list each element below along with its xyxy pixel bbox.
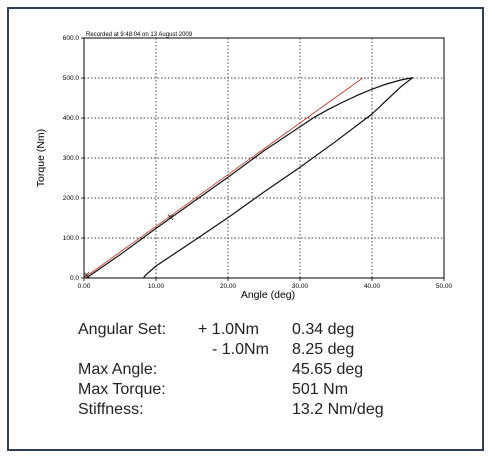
torque-angle-chart: 0.00 10.00 20.00 30.00 40.00 50.00 0.0 100.0 200… xyxy=(35,32,453,301)
cross-marker xyxy=(83,271,90,278)
x-axis-label: Angle (deg) xyxy=(241,289,295,301)
stiffness-label: Stiffness: xyxy=(78,401,144,418)
y-tick-label: 400.0 xyxy=(63,115,80,122)
angular-set-plus-value: 0.34 deg xyxy=(292,321,355,338)
max-torque-label: Max Torque: xyxy=(78,381,166,398)
stiffness-value: 13.2 Nm/deg xyxy=(292,401,384,418)
grid-lines xyxy=(84,38,444,278)
axis-ticks: 0.00 10.00 20.00 30.00 40.00 50.00 0.0 100.0 200… xyxy=(63,35,453,290)
x-tick-label: 40.00 xyxy=(364,283,381,290)
x-tick-label: 20.00 xyxy=(220,283,237,290)
marker-layer xyxy=(83,214,174,278)
x-tick-label: 10.00 xyxy=(148,283,165,290)
angular-set-minus-value: 8.25 deg xyxy=(292,341,355,358)
x-tick-label: 50.00 xyxy=(436,283,453,290)
angular-set-plus-label: + 1.0Nm xyxy=(198,321,259,338)
y-axis-label: Torque (Nm) xyxy=(35,129,47,187)
max-angle-label: Max Angle: xyxy=(78,361,158,378)
y-tick-label: 300.0 xyxy=(63,155,80,162)
x-tick-label: 0.00 xyxy=(78,283,91,290)
cross-marker xyxy=(167,214,174,221)
y-tick-label: 600.0 xyxy=(63,35,80,42)
x-tick-label: 30.00 xyxy=(292,283,309,290)
max-torque-value: 501 Nm xyxy=(292,381,349,398)
cross-marker-stroke xyxy=(167,214,174,221)
y-tick-label: 100.0 xyxy=(63,235,80,242)
y-tick-label: 0.0 xyxy=(70,275,79,282)
series-line-3 xyxy=(142,77,414,279)
series-line-1 xyxy=(83,77,363,279)
y-tick-label: 200.0 xyxy=(63,195,80,202)
angular-set-minus-label: - 1.0Nm xyxy=(212,341,269,358)
cross-marker-stroke xyxy=(83,271,90,278)
max-angle-value: 45.65 deg xyxy=(292,361,364,378)
recorded-timestamp: Recorded at 9:48:04 on 13 August 2009 xyxy=(86,32,193,38)
angular-set-label: Angular Set: xyxy=(78,321,167,338)
y-tick-label: 500.0 xyxy=(63,75,80,82)
